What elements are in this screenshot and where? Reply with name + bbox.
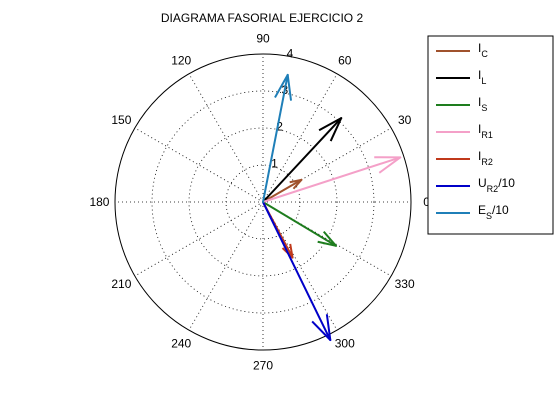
legend-label: UR2/10 [478, 176, 515, 194]
radial-tick-labels: 1234 [271, 46, 293, 170]
legend-item: IR2 [436, 149, 493, 167]
legend-item: IC [436, 41, 488, 59]
grid-spoke-210 [134, 201, 264, 277]
legend-item: ES/10 [436, 203, 509, 221]
angle-tick-150: 150 [111, 113, 131, 127]
chart-title: DIAGRAMA FASORIAL EJERCICIO 2 [161, 11, 364, 25]
angle-tick-270: 270 [253, 359, 273, 373]
phasor-il [262, 117, 343, 203]
angle-tick-120: 120 [171, 53, 191, 67]
phasor-ur2 [262, 201, 332, 342]
angle-tick-labels: 0 30 60 90 120 150 180 210 240 270 300 330 [89, 31, 430, 372]
angle-tick-300: 300 [335, 337, 355, 351]
phasor-es [262, 73, 293, 203]
legend-label: IL [478, 68, 486, 86]
legend-item: IS [436, 95, 487, 113]
phasor-ic [262, 178, 303, 203]
angle-tick-90: 90 [256, 31, 270, 45]
grid-spoke-240 [188, 201, 264, 331]
grid-spoke-60 [262, 73, 338, 203]
legend-item: UR2/10 [436, 176, 515, 194]
outer-circle [114, 53, 412, 351]
grid-circle-2 [188, 127, 338, 277]
legend-label: IR1 [478, 122, 493, 140]
legend-label: IR2 [478, 149, 493, 167]
angle-tick-210: 210 [111, 277, 131, 291]
angle-tick-0: 0 [423, 195, 430, 209]
angle-tick-180: 180 [89, 195, 109, 209]
grid-spoke-120 [188, 73, 264, 203]
legend-label: ES/10 [478, 203, 509, 221]
radial-tick-2: 2 [276, 120, 283, 134]
phasor-is [262, 201, 337, 247]
legend-item: IL [436, 68, 486, 86]
grid-spoke-150 [134, 127, 264, 203]
angle-tick-60: 60 [338, 53, 352, 67]
legend-label: IC [478, 41, 488, 59]
legend-box [427, 35, 554, 235]
legend-item: IR1 [436, 122, 493, 140]
angle-tick-30: 30 [398, 113, 412, 127]
legend-label: IS [478, 95, 487, 113]
grid-circle-3 [151, 90, 375, 314]
phasor-arrows [262, 73, 402, 342]
radial-tick-4: 4 [287, 46, 294, 60]
legend: IC IL IS IR1 IR2 UR2/10 ES/10 [427, 35, 554, 235]
angle-tick-330: 330 [395, 277, 415, 291]
phasor-ir1 [262, 156, 402, 203]
radial-tick-1: 1 [271, 156, 278, 170]
angle-tick-240: 240 [171, 337, 191, 351]
